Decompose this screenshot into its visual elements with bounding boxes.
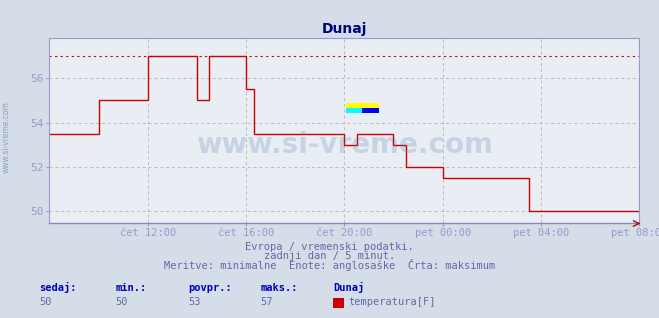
Text: 53: 53 bbox=[188, 297, 200, 307]
Text: temperatura[F]: temperatura[F] bbox=[348, 297, 436, 307]
Bar bbox=[362, 108, 378, 113]
Text: min.:: min.: bbox=[115, 283, 146, 293]
Text: sedaj:: sedaj: bbox=[40, 282, 77, 293]
Text: maks.:: maks.: bbox=[260, 283, 298, 293]
Text: 50: 50 bbox=[40, 297, 52, 307]
Text: 50: 50 bbox=[115, 297, 128, 307]
Bar bbox=[346, 103, 378, 108]
Text: Evropa / vremenski podatki.: Evropa / vremenski podatki. bbox=[245, 242, 414, 252]
Title: Dunaj: Dunaj bbox=[322, 22, 367, 36]
Text: Dunaj: Dunaj bbox=[333, 282, 364, 293]
Text: www.si-vreme.com: www.si-vreme.com bbox=[2, 101, 11, 173]
Text: povpr.:: povpr.: bbox=[188, 283, 231, 293]
Text: Meritve: minimalne  Enote: anglosaške  Črta: maksimum: Meritve: minimalne Enote: anglosaške Črt… bbox=[164, 259, 495, 271]
Text: www.si-vreme.com: www.si-vreme.com bbox=[196, 131, 493, 159]
Text: zadnji dan / 5 minut.: zadnji dan / 5 minut. bbox=[264, 251, 395, 261]
Bar bbox=[346, 108, 362, 113]
Text: 57: 57 bbox=[260, 297, 273, 307]
